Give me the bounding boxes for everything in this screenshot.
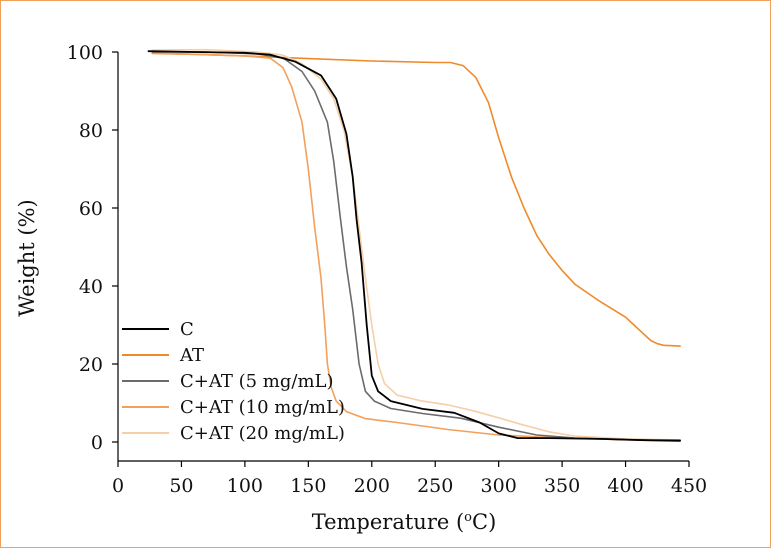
y-tick-label: 0 (91, 432, 103, 454)
legend-label: C+AT (10 mg/mL) (180, 397, 345, 418)
series-line-2 (151, 51, 681, 441)
x-tick-label: 300 (481, 475, 517, 497)
series-line-4 (151, 48, 681, 441)
x-axis-title-main: Temperature ( (312, 510, 464, 534)
x-ticks: 0 50 100 150 200 250 300 350 400 450 (112, 461, 707, 497)
legend: C AT C+AT (5 mg/mL) C+AT (10 mg/mL) C+AT (20… (122, 319, 345, 444)
axes: 0 50 100 150 200 250 300 350 400 450 0 20 40 60 80 100 (67, 42, 707, 497)
legend-label: AT (179, 345, 204, 366)
x-axis-title-end: C) (472, 510, 496, 534)
series-line-0 (147, 50, 681, 442)
plot-lines (147, 48, 681, 442)
x-tick-label: 400 (607, 475, 643, 497)
legend-label: C (180, 319, 194, 340)
x-tick-label: 100 (227, 475, 263, 497)
y-tick-label: 40 (79, 276, 103, 298)
x-tick-label: 0 (112, 475, 124, 497)
x-axis-title-sup: o (464, 510, 472, 525)
legend-label: C+AT (5 mg/mL) (180, 371, 334, 392)
x-axis-title: Temperature (oC) (312, 510, 497, 534)
x-tick-label: 50 (169, 475, 193, 497)
x-tick-label: 350 (544, 475, 580, 497)
x-tick-label: 450 (671, 475, 707, 497)
y-ticks: 0 20 40 60 80 100 (67, 42, 118, 454)
y-tick-label: 60 (79, 198, 103, 220)
series-line-1 (151, 52, 681, 347)
x-tick-label: 200 (354, 475, 390, 497)
x-tick-label: 150 (290, 475, 326, 497)
y-tick-label: 80 (79, 120, 103, 142)
y-tick-label: 20 (79, 354, 103, 376)
y-tick-label: 100 (67, 42, 103, 64)
y-axis-title: Weight (%) (15, 199, 39, 316)
legend-label: C+AT (20 mg/mL) (180, 423, 345, 444)
series-line-3 (151, 52, 681, 442)
x-tick-label: 250 (417, 475, 453, 497)
